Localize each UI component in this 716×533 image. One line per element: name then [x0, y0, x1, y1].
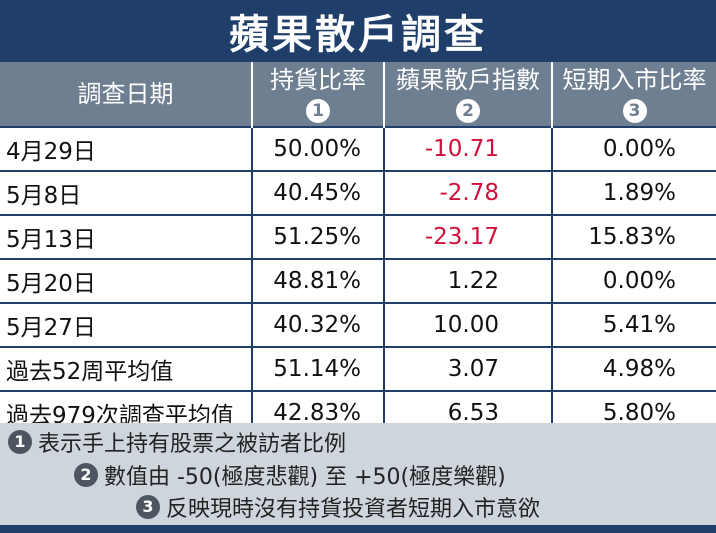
date-cell: 5月13日: [0, 215, 253, 260]
ratio-cell: 40.45%: [252, 171, 385, 216]
note-2: 2 數值由 -50(極度悲觀) 至 +50(極度樂觀): [74, 459, 506, 491]
figure-title: 蘋果散戶調查: [0, 0, 716, 62]
date-cell: 過去52周平均值: [0, 347, 253, 392]
marker-1-icon: 1: [8, 430, 32, 454]
table-row: 5月8日 40.45% -2.78 1.89%: [0, 171, 716, 216]
table-row: 過去52周平均值 51.14% 3.07 4.98%: [0, 347, 716, 392]
index-cell: -2.78: [384, 171, 553, 216]
header-holding-ratio: 持貨比率 1: [252, 62, 385, 127]
header-holding-ratio-label: 持貨比率: [270, 65, 366, 94]
short-term-cell: 0.00%: [552, 126, 716, 172]
table-row: 5月13日 51.25% -23.17 15.83%: [0, 215, 716, 260]
short-term-cell: 15.83%: [552, 215, 716, 260]
note-3: 3 反映現時沒有持貨投資者短期入市意欲: [136, 491, 540, 523]
short-term-cell: 1.89%: [552, 171, 716, 216]
ratio-cell: 48.81%: [252, 259, 385, 304]
index-cell: 10.00: [384, 303, 553, 348]
ratio-cell: 40.32%: [252, 303, 385, 348]
index-cell: 1.22: [384, 259, 553, 304]
marker-3-icon: 3: [622, 98, 647, 123]
marker-2-icon: 2: [74, 463, 98, 487]
date-cell: 4月29日: [0, 126, 253, 172]
bottom-rule: [0, 525, 716, 533]
table-row: 5月27日 40.32% 10.00 5.41%: [0, 303, 716, 348]
date-cell: 5月27日: [0, 303, 253, 348]
ratio-cell: 51.14%: [252, 347, 385, 392]
notes-section: 1 表示手上持有股票之被訪者比例 2 數值由 -50(極度悲觀) 至 +50(極…: [0, 423, 716, 525]
header-index-label: 蘋果散戶指數: [396, 65, 540, 94]
note-text: 反映現時沒有持貨投資者短期入市意欲: [166, 497, 541, 522]
marker-1-icon: 1: [306, 98, 330, 123]
header-date-label: 調查日期: [77, 80, 174, 108]
header-short-term-label: 短期入市比率: [562, 65, 707, 94]
date-cell: 5月8日: [0, 171, 253, 216]
index-cell: -23.17: [384, 215, 553, 260]
marker-2-icon: 2: [456, 98, 480, 123]
short-term-cell: 5.41%: [552, 303, 716, 348]
index-cell: -10.71: [384, 126, 553, 172]
header-date: 調查日期: [0, 62, 253, 127]
header-short-term: 短期入市比率 3: [552, 62, 716, 127]
date-cell: 5月20日: [0, 259, 253, 304]
ratio-cell: 50.00%: [252, 126, 385, 172]
short-term-cell: 0.00%: [552, 259, 716, 304]
header-index: 蘋果散戶指數 2: [384, 62, 553, 127]
survey-table: 調查日期 持貨比率 1 蘋果散戶指數 2 短期入市比率 3 4月29日 5: [0, 62, 716, 436]
table-row: 5月20日 48.81% 1.22 0.00%: [0, 259, 716, 304]
ratio-cell: 51.25%: [252, 215, 385, 260]
header-row: 調查日期 持貨比率 1 蘋果散戶指數 2 短期入市比率 3: [0, 62, 716, 127]
table-row: 4月29日 50.00% -10.71 0.00%: [0, 126, 716, 172]
marker-3-icon: 3: [136, 495, 160, 519]
short-term-cell: 4.98%: [552, 347, 716, 392]
index-cell: 3.07: [384, 347, 553, 392]
note-text: 數值由 -50(極度悲觀) 至 +50(極度樂觀): [104, 465, 506, 490]
note-text: 表示手上持有股票之被訪者比例: [38, 432, 347, 457]
note-1: 1 表示手上持有股票之被訪者比例: [8, 426, 346, 458]
